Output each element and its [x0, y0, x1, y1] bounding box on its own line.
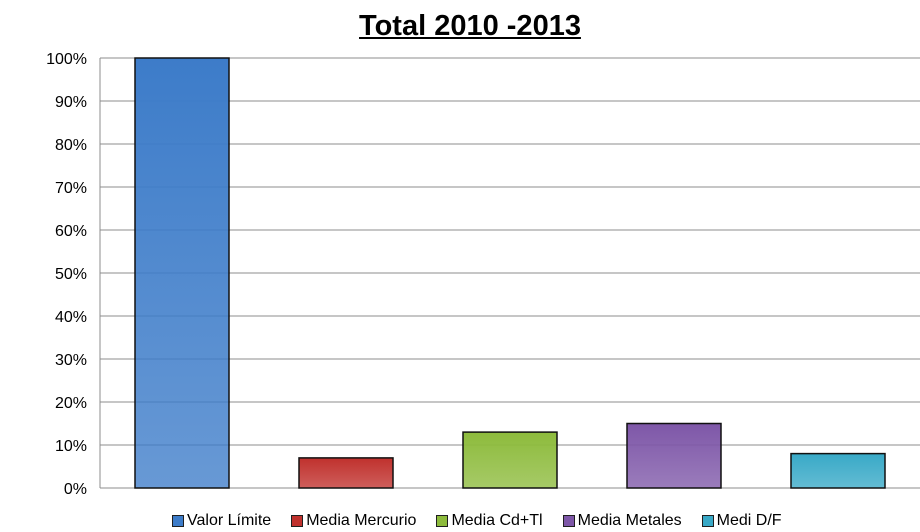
- legend-label: Valor Límite: [187, 512, 271, 530]
- y-axis-ticks: 0% 10% 20% 30% 40% 50% 60% 70% 80% 90% 100%: [46, 51, 87, 498]
- legend-label: Medi D/F: [717, 512, 782, 530]
- y-tick-label: 10%: [55, 438, 87, 455]
- legend-item: Media Metales: [563, 512, 682, 530]
- y-tick-label: 80%: [55, 137, 87, 154]
- bar-medi-d-f: [791, 454, 885, 488]
- legend: Valor Límite Media Mercurio Media Cd+Tl Med…: [172, 511, 782, 531]
- y-tick-label: 20%: [55, 395, 87, 412]
- legend-swatch: [563, 515, 575, 527]
- legend-label: Media Cd+Tl: [451, 512, 542, 530]
- y-tick-label: 50%: [55, 266, 87, 283]
- legend-item: Media Mercurio: [291, 512, 416, 530]
- y-tick-label: 90%: [55, 94, 87, 111]
- y-tick-label: 70%: [55, 180, 87, 197]
- legend-swatch: [291, 515, 303, 527]
- bar-media-metales: [627, 424, 721, 489]
- y-tick-label: 30%: [55, 352, 87, 369]
- y-tick-label: 40%: [55, 309, 87, 326]
- y-tick-label: 100%: [46, 51, 87, 68]
- bar-valor-l-mite: [135, 58, 229, 488]
- legend-item: Valor Límite: [172, 512, 271, 530]
- y-tick-label: 60%: [55, 223, 87, 240]
- legend-swatch: [702, 515, 714, 527]
- bar-media-cd-tl: [463, 432, 557, 488]
- legend-swatch: [172, 515, 184, 527]
- legend-item: Media Cd+Tl: [436, 512, 542, 530]
- legend-swatch: [436, 515, 448, 527]
- legend-item: Medi D/F: [702, 512, 782, 530]
- legend-label: Media Mercurio: [306, 512, 416, 530]
- legend-label: Media Metales: [578, 512, 682, 530]
- bar-media-mercurio: [299, 458, 393, 488]
- y-tick-label: 0%: [64, 481, 87, 498]
